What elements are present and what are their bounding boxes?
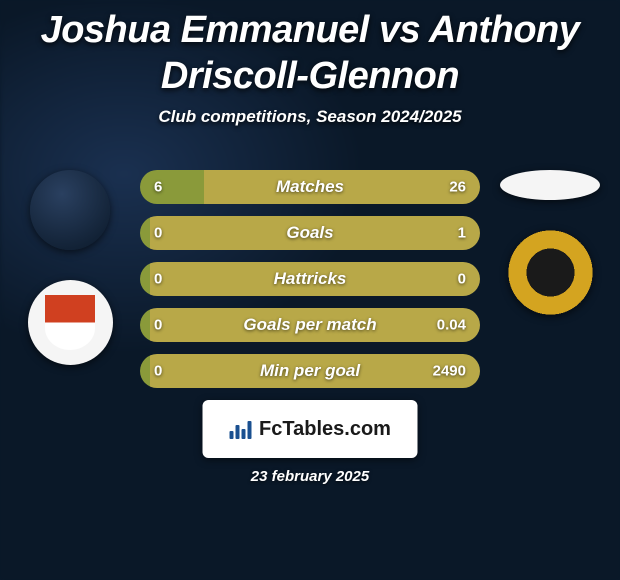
stat-label: Matches <box>140 170 480 204</box>
stat-label: Goals <box>140 216 480 250</box>
page-title: Joshua Emmanuel vs Anthony Driscoll-Glen… <box>0 8 620 99</box>
footer-brand-text: FcTables.com <box>259 418 391 441</box>
stat-bars: 6 Matches 26 0 Goals 1 0 Hattricks 0 0 G… <box>140 170 480 388</box>
stat-row: 6 Matches 26 <box>140 170 480 204</box>
left-avatar-column <box>20 170 120 365</box>
player2-avatar <box>500 170 600 200</box>
stat-row: 0 Min per goal 2490 <box>140 354 480 388</box>
stat-right-value: 26 <box>449 179 466 196</box>
content-root: Joshua Emmanuel vs Anthony Driscoll-Glen… <box>0 0 620 580</box>
stat-row: 0 Goals 1 <box>140 216 480 250</box>
stat-right-value: 1 <box>458 225 466 242</box>
stat-label: Min per goal <box>140 354 480 388</box>
player1-avatar <box>30 170 110 250</box>
footer-brand-badge: FcTables.com <box>203 400 418 458</box>
club-shield-icon <box>45 295 95 350</box>
stat-row: 0 Hattricks 0 <box>140 262 480 296</box>
subtitle: Club competitions, Season 2024/2025 <box>0 107 620 127</box>
stat-right-value: 2490 <box>433 363 466 380</box>
player1-club-badge <box>28 280 113 365</box>
stats-area: 6 Matches 26 0 Goals 1 0 Hattricks 0 0 G… <box>0 170 620 388</box>
stat-label: Hattricks <box>140 262 480 296</box>
bar-chart-icon <box>229 419 253 439</box>
footer-date: 23 february 2025 <box>0 468 620 485</box>
player2-club-badge <box>508 230 593 315</box>
stat-row: 0 Goals per match 0.04 <box>140 308 480 342</box>
stat-right-value: 0.04 <box>437 317 466 334</box>
stat-right-value: 0 <box>458 271 466 288</box>
stat-label: Goals per match <box>140 308 480 342</box>
right-avatar-column <box>500 170 600 315</box>
